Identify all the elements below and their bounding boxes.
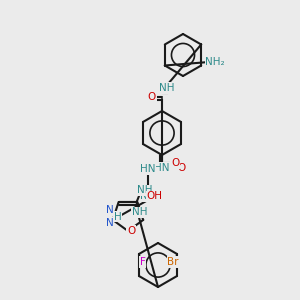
Text: N: N (106, 218, 114, 228)
Text: F: F (140, 257, 146, 267)
Text: NH₂: NH₂ (205, 57, 225, 67)
Text: NH: NH (159, 83, 175, 93)
Text: N: N (106, 205, 114, 215)
Text: OH: OH (147, 191, 163, 201)
Text: Br: Br (167, 257, 179, 267)
Text: HN: HN (140, 164, 156, 174)
Text: NH: NH (132, 207, 147, 217)
Text: HN: HN (154, 163, 170, 173)
Text: O: O (127, 226, 135, 236)
Text: NH: NH (137, 185, 152, 195)
Text: H: H (114, 212, 122, 222)
Text: O: O (177, 163, 185, 173)
Text: NH: NH (140, 191, 156, 201)
Text: O: O (171, 158, 179, 168)
Text: O: O (148, 92, 156, 102)
